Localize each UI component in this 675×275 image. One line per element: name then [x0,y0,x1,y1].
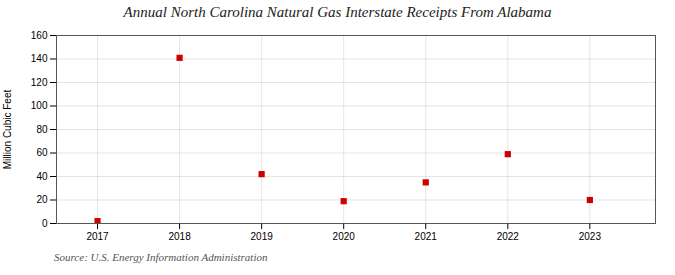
svg-text:2020: 2020 [333,231,356,242]
svg-text:100: 100 [31,100,48,111]
svg-text:0: 0 [42,218,48,229]
svg-text:2022: 2022 [497,231,520,242]
svg-text:20: 20 [36,194,48,205]
svg-text:2018: 2018 [168,231,191,242]
svg-text:60: 60 [36,147,48,158]
svg-text:40: 40 [36,171,48,182]
svg-text:120: 120 [31,77,48,88]
html-text:Source: U.S. Energy Informatio: Source: U.S. Energy Information Administ… [54,251,268,263]
svg-text:2019: 2019 [251,231,274,242]
svg-text:Million Cubic Feet: Million Cubic Feet [2,90,13,170]
svg-text:140: 140 [31,53,48,64]
svg-text:80: 80 [36,124,48,135]
html-text:Annual North Carolina Natural: Annual North Carolina Natural Gas Inters… [123,4,552,20]
svg-text:160: 160 [31,30,48,41]
svg-text:2021: 2021 [415,231,438,242]
svg-text:2017: 2017 [86,231,109,242]
svg-text:2023: 2023 [579,231,602,242]
